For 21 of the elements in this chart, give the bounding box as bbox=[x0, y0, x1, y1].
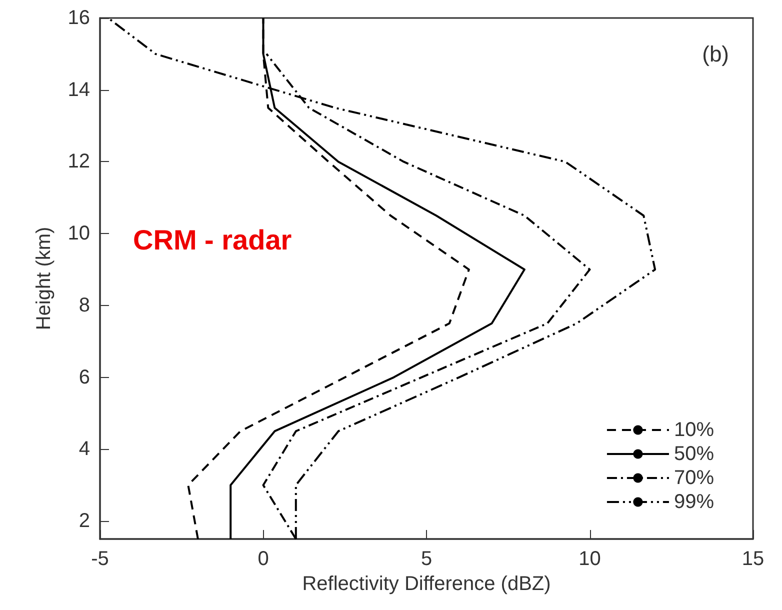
y-tick-label: 4 bbox=[78, 438, 90, 460]
legend-label: 50% bbox=[674, 443, 714, 465]
legend-label: 10% bbox=[674, 419, 714, 441]
y-tick-label: 6 bbox=[78, 366, 90, 388]
legend-label: 70% bbox=[674, 467, 714, 489]
annotation: (b) bbox=[702, 42, 730, 66]
x-tick-label: -5 bbox=[91, 548, 109, 570]
x-tick-label: 15 bbox=[742, 548, 764, 570]
x-tick-label: 10 bbox=[578, 548, 601, 570]
y-tick-label: 16 bbox=[68, 7, 90, 29]
x-axis-title: Reflectivity Difference (dBZ) bbox=[302, 572, 551, 595]
legend-label: 99% bbox=[674, 491, 714, 513]
x-tick-label: 0 bbox=[258, 548, 269, 570]
y-tick-label: 2 bbox=[78, 510, 90, 532]
x-tick-label: 5 bbox=[420, 548, 432, 570]
y-tick-label: 10 bbox=[68, 222, 90, 245]
y-axis-title: Height (km) bbox=[33, 226, 55, 330]
y-tick-label: 14 bbox=[68, 78, 90, 101]
annotation: CRM - radar bbox=[133, 224, 292, 256]
y-tick-label: 8 bbox=[78, 294, 90, 316]
y-tick-label: 12 bbox=[68, 150, 90, 173]
